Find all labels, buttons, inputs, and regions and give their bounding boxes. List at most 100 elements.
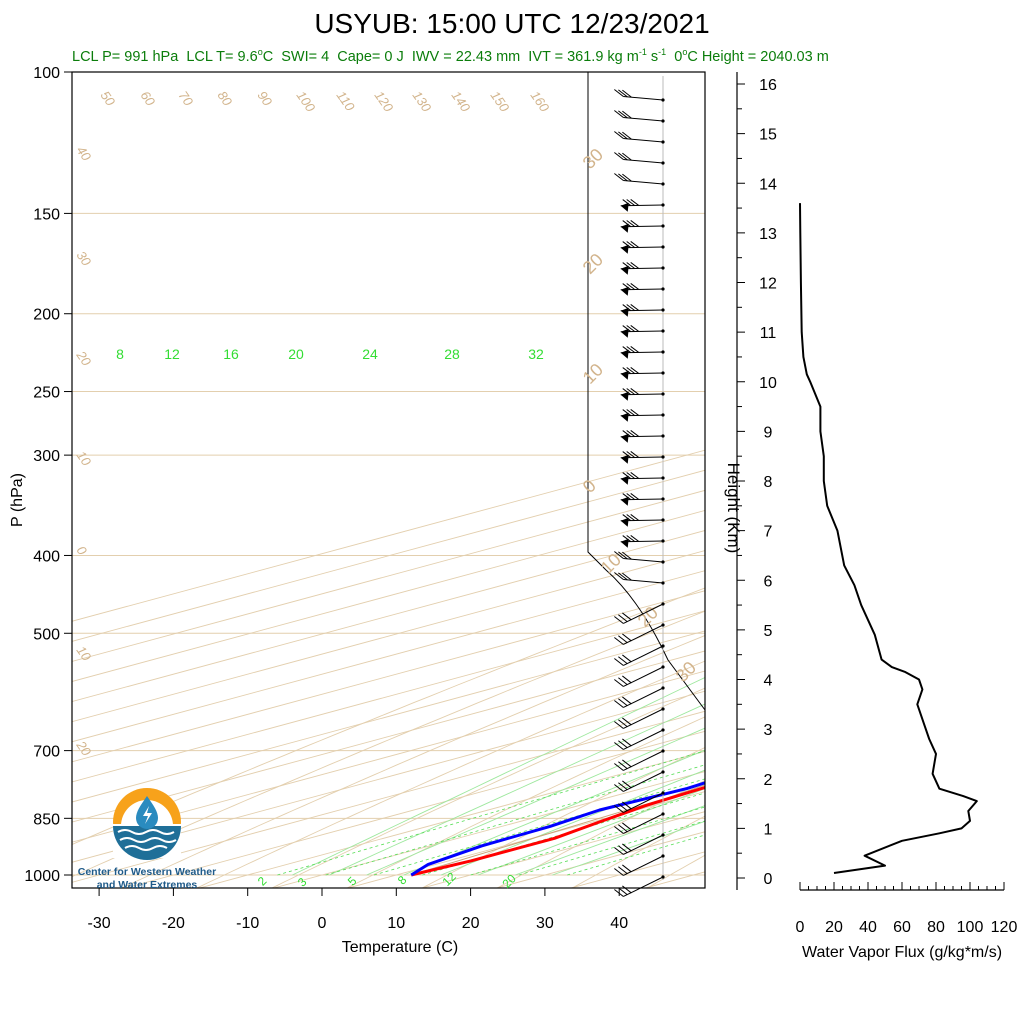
dry-adiabat-line <box>346 716 705 888</box>
wind-speed-label: 30 <box>579 145 607 173</box>
y-tick-label: 500 <box>33 626 60 643</box>
wind-barb <box>614 812 665 834</box>
cw3e-logo-icon <box>113 788 181 860</box>
flux-x-axis-label: Water Vapor Flux (g/kg*m/s) <box>802 944 1002 961</box>
flux-y-tick-label: 0 <box>764 871 773 888</box>
mixing-ratio-line <box>373 778 705 876</box>
wind-barb <box>614 110 665 123</box>
isotherm-line <box>123 730 705 888</box>
cw3e-logo: Center for Western Weather and Water Ext… <box>78 788 216 891</box>
x-tick-label: 20 <box>462 915 480 932</box>
flux-y-tick-label: 14 <box>759 176 777 193</box>
wind-barb <box>620 493 665 506</box>
mixing-ratio-label: 24 <box>362 346 378 362</box>
wind-barb <box>614 173 665 186</box>
lcl-temperature: LCL T= 9.6 <box>186 48 258 65</box>
flux-x-tick-label: 100 <box>957 919 984 936</box>
flux-y-tick-label: 11 <box>760 325 777 342</box>
dry-adiabat-line <box>791 35 1024 892</box>
dry-adiabat-label: 110 <box>334 88 359 114</box>
flux-y-tick-label: 5 <box>764 623 773 640</box>
moist-adiabat-line <box>515 805 705 876</box>
mixing-ratio-label: 28 <box>444 346 460 362</box>
freezing-level-zero: 0 <box>674 48 683 65</box>
isotherm-line <box>72 610 705 783</box>
dewpoint-trace <box>410 781 705 877</box>
isotherm-line <box>643 871 705 888</box>
wind-barb <box>620 346 665 359</box>
wind-barb <box>614 791 665 813</box>
flux-y-tick-label: 7 <box>764 524 773 541</box>
moist-adiabat-line <box>552 820 705 876</box>
wind-barb <box>614 728 665 750</box>
dry-adiabat-label: 130 <box>410 88 435 115</box>
flux-y-axis-label: Height (Km) <box>724 463 743 554</box>
dry-adiabat-line <box>942 35 1024 892</box>
flux-y-tick-label: 8 <box>764 474 773 491</box>
flux-x-tick-label: 0 <box>796 919 805 936</box>
isotherm-line <box>72 690 705 863</box>
y-tick-label: 150 <box>33 206 60 223</box>
isotherm-line <box>72 670 705 843</box>
iwv-value: IWV = 22.43 mm <box>411 48 521 65</box>
isotherm-label: 30 <box>74 248 95 269</box>
isotherm-label: 10 <box>74 643 95 664</box>
dry-adiabat-line <box>496 779 705 888</box>
wind-barb <box>614 854 665 876</box>
skew-t-x-axis-label: Temperature (C) <box>342 939 458 956</box>
mixing-ratio-label: 8 <box>116 346 124 362</box>
wind-barb <box>620 262 665 275</box>
isotherm-line <box>705 35 1024 892</box>
isotherm-line <box>72 650 705 823</box>
wind-barb <box>620 409 665 422</box>
dry-adiabat-label: 70 <box>176 88 197 109</box>
y-tick-label: 850 <box>33 811 60 828</box>
wind-barb <box>620 367 665 380</box>
x-tick-label: 0 <box>318 915 327 932</box>
dry-adiabat-line <box>72 610 705 878</box>
flux-y-tick-label: 1 <box>764 821 773 838</box>
wind-barb <box>620 304 665 317</box>
wind-barb <box>614 131 665 144</box>
mixing-ratio-label-bottom: 12 <box>439 869 459 889</box>
wind-barb <box>614 749 665 771</box>
wind-barb <box>620 451 665 464</box>
dry-adiabat-line <box>195 660 705 888</box>
wind-barb <box>620 535 665 548</box>
cape-value: Cape= 0 J <box>337 48 404 65</box>
flux-x-tick-label: 60 <box>893 919 911 936</box>
flux-y-tick-label: 6 <box>764 573 773 590</box>
wind-barb <box>614 572 665 585</box>
ivt-unit-s: s <box>646 48 659 65</box>
isotherm-line <box>72 710 705 883</box>
ivt-exponent-1: -1 <box>638 47 647 57</box>
dry-adiabat-label: 150 <box>488 88 513 115</box>
parcel-path-line <box>411 784 705 876</box>
dry-adiabat-line <box>646 854 705 888</box>
y-tick-label: 100 <box>33 65 60 82</box>
isotherm-line <box>72 630 705 803</box>
moist-adiabat-line <box>403 749 705 876</box>
wind-barb <box>620 514 665 527</box>
dry-adiabat-label: 50 <box>98 88 119 109</box>
y-tick-label: 1000 <box>24 868 60 885</box>
wind-speed-label: 20 <box>579 250 607 278</box>
dry-adiabat-line <box>72 587 705 845</box>
mixing-ratio-line <box>325 764 705 876</box>
flux-y-tick-label: 12 <box>759 276 777 293</box>
flux-x-tick-label: 40 <box>859 919 877 936</box>
skew-t-y-axis-label: P (hPa) <box>9 473 26 527</box>
moist-adiabat-line <box>329 703 705 876</box>
swi-value: SWI= 4 <box>281 48 330 65</box>
flux-y-tick-label: 15 <box>759 127 777 144</box>
water-vapor-flux-trace <box>799 203 978 874</box>
isotherm-line <box>272 771 705 888</box>
logo-text-line2: and Water Extremes <box>97 879 198 891</box>
wind-barb <box>620 241 665 254</box>
wind-barb <box>614 686 665 708</box>
y-tick-label: 700 <box>33 744 60 761</box>
y-tick-label: 250 <box>33 385 60 402</box>
flux-y-tick-label: 3 <box>764 722 773 739</box>
